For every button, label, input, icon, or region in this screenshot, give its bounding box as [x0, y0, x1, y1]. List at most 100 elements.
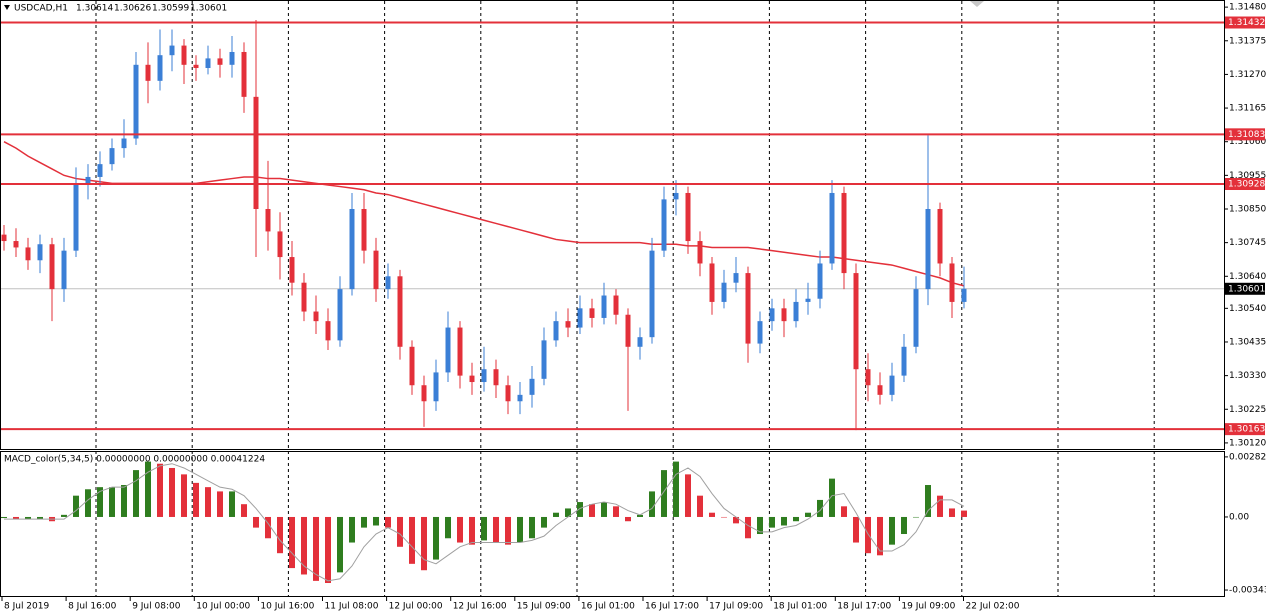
candle-body	[733, 273, 739, 283]
candle-body	[217, 58, 223, 65]
candle-body	[457, 327, 463, 376]
candle-body	[157, 55, 163, 81]
x-tick-label: 18 Jul 01:00	[773, 602, 827, 612]
macd-bar	[301, 516, 307, 575]
candle-body	[613, 295, 619, 315]
macd-bar	[97, 487, 103, 517]
macd-bar	[241, 504, 247, 517]
candle-body	[661, 199, 667, 251]
candle-body	[529, 378, 535, 395]
chart-title: USDCAD,H1	[14, 4, 68, 14]
candle-body	[73, 183, 79, 251]
candle-body	[421, 385, 427, 402]
indicator-y-tick-label: 0.00	[1229, 512, 1249, 522]
macd-bar	[925, 485, 931, 517]
candle-body	[1, 234, 7, 242]
candle-body	[493, 369, 499, 386]
macd-bar	[769, 516, 775, 528]
macd-bar	[781, 516, 787, 526]
level-label: 1.30163	[1228, 425, 1265, 435]
level-label-box	[1225, 423, 1265, 436]
y-tick-label: 1.30850	[1229, 204, 1266, 214]
x-tick-label: 10 Jul 16:00	[260, 602, 314, 612]
candle-body	[433, 372, 439, 402]
macd-bar	[1, 516, 7, 519]
macd-bar	[13, 516, 19, 520]
macd-bar	[877, 516, 883, 556]
macd-bar	[181, 474, 187, 517]
candle-body	[517, 394, 523, 402]
menu-arrow[interactable]	[4, 5, 10, 10]
macd-bar	[565, 508, 571, 517]
candle-body	[361, 208, 367, 251]
macd-bar	[229, 491, 235, 517]
level-label: 1.31432	[1228, 18, 1265, 28]
candle-body	[97, 164, 103, 177]
macd-bar	[517, 516, 523, 543]
level-label: 1.31083	[1228, 130, 1265, 140]
level-label-box	[1225, 178, 1265, 191]
x-tick-label: 9 Jul 08:00	[132, 602, 181, 612]
candle-body	[901, 346, 907, 376]
candle-body	[913, 289, 919, 347]
y-tick-label: 1.30120	[1229, 438, 1266, 448]
macd-bar	[577, 502, 583, 517]
bid-label: 1.30601	[1228, 284, 1265, 294]
macd-bar	[853, 516, 859, 543]
candle-body	[505, 385, 511, 402]
x-tick-label: 15 Jul 09:00	[517, 602, 571, 612]
candle-body	[301, 282, 307, 312]
indicator-y-tick-label: 0.00282	[1229, 452, 1266, 462]
level-label-box	[1225, 16, 1265, 29]
candle-body	[385, 276, 391, 290]
x-tick-label: 11 Jul 08:00	[325, 602, 379, 612]
candle-body	[697, 241, 703, 264]
candle-body	[397, 276, 403, 347]
macd-bar	[805, 512, 811, 517]
level-label-box	[1225, 128, 1265, 141]
macd-bar	[529, 516, 535, 539]
candle-body	[445, 327, 451, 373]
y-tick-label: 1.31375	[1229, 36, 1266, 46]
macd-bar	[661, 470, 667, 517]
macd-bar	[481, 516, 487, 541]
candle-body	[121, 138, 127, 149]
macd-bar	[709, 512, 715, 517]
x-tick-label: 16 Jul 01:00	[581, 602, 635, 612]
macd-bar	[913, 516, 919, 518]
macd-bar	[829, 478, 835, 517]
candle-body	[961, 288, 967, 302]
candle-body	[637, 337, 643, 347]
candle-body	[889, 375, 895, 395]
y-tick-label: 1.30640	[1229, 272, 1266, 282]
candle-body	[745, 273, 751, 344]
candle-body	[649, 250, 655, 338]
macd-bar	[493, 516, 499, 543]
macd-bar	[673, 461, 679, 517]
candle-body	[109, 148, 115, 165]
candle-body	[49, 244, 55, 290]
candle-body	[781, 308, 787, 322]
candle-body	[853, 273, 859, 370]
x-tick-label: 19 Jul 09:00	[901, 602, 955, 612]
macd-bar	[721, 516, 727, 518]
macd-bar	[685, 474, 691, 517]
y-tick-label: 1.30225	[1229, 405, 1266, 415]
macd-bar	[613, 506, 619, 517]
macd-bar	[397, 516, 403, 547]
macd-bar	[157, 463, 163, 517]
macd-bar	[193, 482, 199, 517]
macd-bar	[25, 516, 31, 520]
candle-body	[877, 385, 883, 395]
candle-body	[37, 244, 43, 261]
x-tick-label: 10 Jul 00:00	[196, 602, 250, 612]
quote-value: 1.30626	[114, 4, 151, 14]
candle-body	[709, 263, 715, 302]
candle-body	[349, 208, 355, 290]
macd-bar	[349, 516, 355, 543]
macd-bar	[949, 508, 955, 517]
y-tick-label: 1.30330	[1229, 371, 1266, 381]
macd-bar	[85, 489, 91, 517]
candle-body	[265, 208, 271, 232]
candle-body	[289, 257, 295, 283]
